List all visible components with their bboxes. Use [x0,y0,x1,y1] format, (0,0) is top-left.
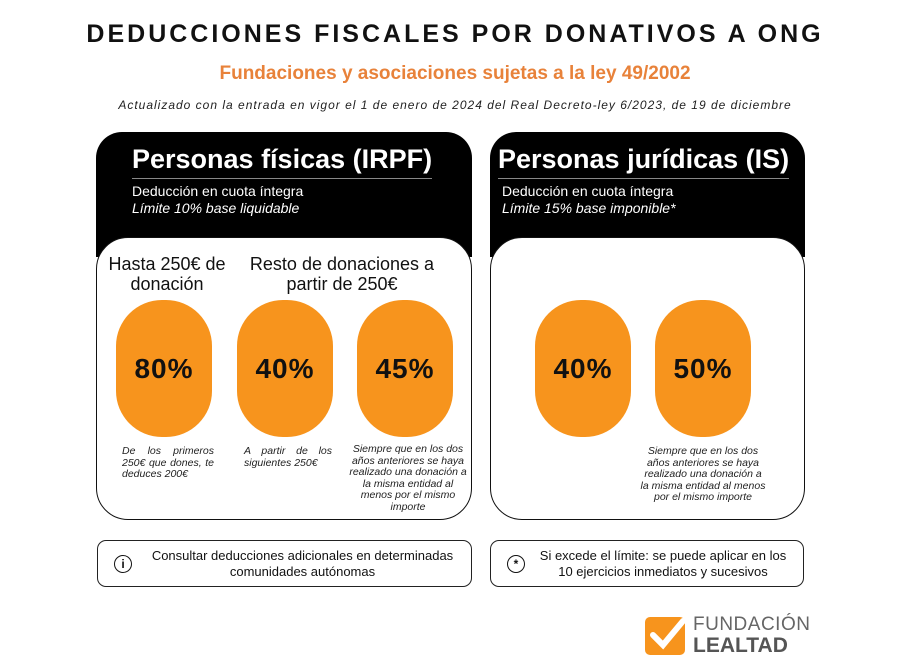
rate-pill: 40% [535,300,631,437]
asterisk-icon: * [507,554,525,573]
rate-desc: A partir de los siguientes 250€ [244,445,332,469]
asterisk-box: * Si excede el límite: se puede aplicar … [490,540,804,587]
is-limit: Límite 15% base imponible* [502,200,676,216]
group-label-rest: Resto de donaciones a partir de 250€ [249,254,435,294]
is-deduction: Deducción en cuota íntegra [502,183,674,199]
is-subtitle: Deducción en cuota íntegra Límite 15% bas… [502,183,676,217]
irpf-deduction: Deducción en cuota íntegra [132,183,304,199]
page-title: DEDUCCIONES FISCALES POR DONATIVOS A ONG [86,20,824,48]
is-card: Personas jurídicas (IS) Deducción en cuo… [490,132,805,520]
info-box: i Consultar deducciones adicionales en d… [97,540,472,587]
logo-line1: FUNDACIÓN [693,614,811,635]
is-header: Personas jurídicas (IS) Deducción en cuo… [490,132,805,257]
rate-desc: Siempre que en los dos años anteriores s… [349,443,467,513]
checkmark-logo-icon [645,617,686,655]
rate-desc: Siempre que en los dos años anteriores s… [640,445,766,503]
is-title: Personas jurídicas (IS) [498,144,790,179]
logo-line2: LEALTAD [693,634,788,657]
fundacion-lealtad-logo: FUNDACIÓN LEALTAD [643,613,813,658]
info-text: Consultar deducciones adicionales en det… [151,547,454,579]
rate-pill: 45% [357,300,453,437]
irpf-subtitle: Deducción en cuota íntegra Límite 10% bas… [132,183,303,217]
irpf-card: Personas físicas (IRPF) Deducción en cuo… [96,132,472,520]
update-note: Actualizado con la entrada en vigor el 1… [118,98,792,112]
rate-pill: 40% [237,300,333,437]
rate-desc: De los primeros 250€ que dones, te deduc… [122,445,214,480]
irpf-header: Personas físicas (IRPF) Deducción en cuo… [96,132,472,257]
group-label-first: Hasta 250€ de donación [108,254,226,294]
irpf-title: Personas físicas (IRPF) [132,144,433,179]
page-subtitle: Fundaciones y asociaciones sujetas a la … [219,63,691,84]
rate-pill: 50% [655,300,751,437]
irpf-limit: Límite 10% base liquidable [132,200,300,216]
asterisk-text: Si excede el límite: se puede aplicar en… [539,547,787,579]
info-icon: i [114,554,132,573]
rate-pill: 80% [116,300,212,437]
